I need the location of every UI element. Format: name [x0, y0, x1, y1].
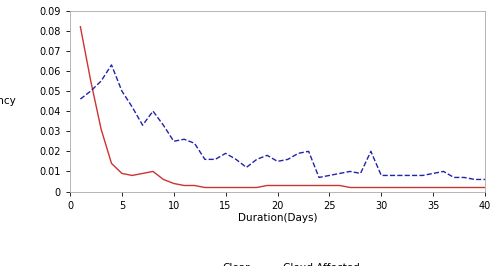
Cloud Affected	[244, 166, 250, 169]
Clear	[129, 174, 135, 177]
Clear	[482, 186, 488, 189]
Cloud Affected	[160, 124, 166, 127]
Clear	[108, 162, 114, 165]
Clear	[337, 184, 343, 187]
Clear	[347, 186, 353, 189]
Clear	[212, 186, 218, 189]
Clear	[420, 186, 426, 189]
Clear	[88, 79, 94, 82]
Cloud Affected	[254, 158, 260, 161]
Cloud Affected	[451, 176, 457, 179]
Cloud Affected	[192, 142, 198, 145]
Cloud Affected	[140, 124, 145, 127]
Cloud Affected	[181, 138, 187, 141]
Cloud Affected	[378, 174, 384, 177]
Cloud Affected	[222, 152, 228, 155]
Clear	[378, 186, 384, 189]
Clear	[461, 186, 467, 189]
Cloud Affected	[461, 176, 467, 179]
Clear	[150, 170, 156, 173]
Cloud Affected	[337, 172, 343, 175]
Clear	[181, 184, 187, 187]
Cloud Affected	[326, 174, 332, 177]
Cloud Affected	[108, 63, 114, 66]
Cloud Affected	[295, 152, 301, 155]
Cloud Affected	[472, 178, 478, 181]
Cloud Affected	[430, 172, 436, 175]
Cloud Affected	[482, 178, 488, 181]
Clear	[222, 186, 228, 189]
Cloud Affected	[264, 154, 270, 157]
Cloud Affected	[420, 174, 426, 177]
X-axis label: Duration(Days): Duration(Days)	[238, 213, 318, 223]
Clear	[160, 178, 166, 181]
Clear	[440, 186, 446, 189]
Cloud Affected	[88, 89, 94, 93]
Cloud Affected	[347, 170, 353, 173]
Cloud Affected	[171, 140, 177, 143]
Clear	[399, 186, 405, 189]
Clear	[326, 184, 332, 187]
Clear	[254, 186, 260, 189]
Cloud Affected	[150, 110, 156, 113]
Clear	[78, 25, 84, 28]
Clear	[472, 186, 478, 189]
Cloud Affected	[368, 150, 374, 153]
Cloud Affected	[274, 160, 280, 163]
Clear	[388, 186, 394, 189]
Cloud Affected	[285, 158, 291, 161]
Cloud Affected	[410, 174, 416, 177]
Clear	[358, 186, 364, 189]
Cloud Affected	[306, 150, 312, 153]
Clear	[410, 186, 416, 189]
Clear	[98, 128, 104, 131]
Text: Frequency: Frequency	[0, 96, 16, 106]
Clear	[171, 182, 177, 185]
Clear	[368, 186, 374, 189]
Cloud Affected	[316, 176, 322, 179]
Line: Clear: Clear	[80, 27, 485, 188]
Clear	[285, 184, 291, 187]
Cloud Affected	[358, 172, 364, 175]
Clear	[274, 184, 280, 187]
Clear	[316, 184, 322, 187]
Cloud Affected	[78, 97, 84, 101]
Cloud Affected	[119, 89, 125, 93]
Clear	[202, 186, 208, 189]
Clear	[244, 186, 250, 189]
Clear	[119, 172, 125, 175]
Clear	[140, 172, 145, 175]
Cloud Affected	[129, 106, 135, 109]
Clear	[306, 184, 312, 187]
Clear	[430, 186, 436, 189]
Clear	[233, 186, 239, 189]
Clear	[451, 186, 457, 189]
Cloud Affected	[388, 174, 394, 177]
Cloud Affected	[98, 79, 104, 82]
Line: Cloud Affected: Cloud Affected	[80, 65, 485, 180]
Cloud Affected	[399, 174, 405, 177]
Cloud Affected	[212, 158, 218, 161]
Cloud Affected	[202, 158, 208, 161]
Clear	[295, 184, 301, 187]
Clear	[192, 184, 198, 187]
Cloud Affected	[233, 158, 239, 161]
Clear	[264, 184, 270, 187]
Legend: Clear, Cloud Affected: Clear, Cloud Affected	[192, 258, 364, 266]
Cloud Affected	[440, 170, 446, 173]
